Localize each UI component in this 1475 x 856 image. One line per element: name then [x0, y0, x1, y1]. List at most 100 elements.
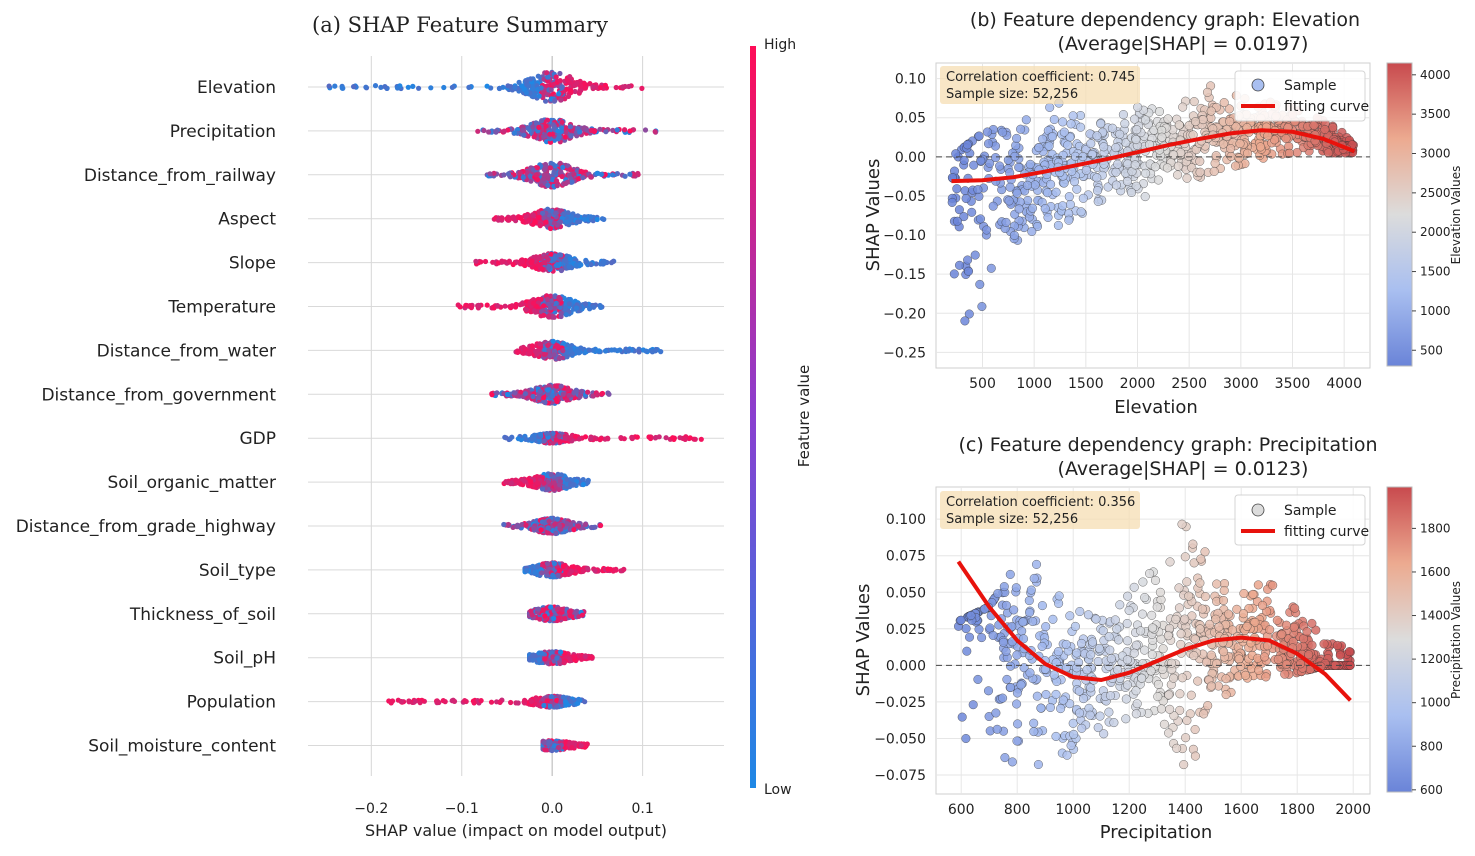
- panel-a-point: [546, 525, 551, 530]
- panel-a-point: [545, 183, 550, 188]
- panel-a-point: [526, 126, 531, 131]
- panel-a-point: [561, 392, 566, 397]
- panel-a-point: [568, 522, 573, 527]
- b-point: [1082, 166, 1091, 175]
- panel-a-point: [549, 694, 554, 699]
- panel-a-x-tick-label: 0.0: [541, 801, 563, 817]
- b-point: [1044, 213, 1053, 222]
- panel-a-point: [521, 127, 526, 132]
- panel-a-point: [485, 303, 490, 308]
- panel-a-point: [541, 703, 546, 708]
- b-point: [998, 128, 1007, 137]
- panel-a-point: [511, 214, 516, 219]
- panel-a-point: [627, 172, 632, 177]
- b-point: [963, 256, 972, 265]
- b-point: [1256, 143, 1265, 152]
- panel-a-feature-label: Distance_from_government: [41, 385, 276, 405]
- panel-a-point: [590, 84, 595, 89]
- b-point: [1065, 192, 1074, 201]
- panel-a-point: [650, 349, 655, 354]
- b-point: [1178, 103, 1187, 112]
- panel-a-point: [529, 436, 534, 441]
- panel-a-point: [515, 524, 520, 529]
- panel-a-point: [564, 219, 569, 224]
- b-point: [963, 141, 972, 150]
- b-point: [1050, 115, 1059, 124]
- panel-a-point: [487, 171, 492, 176]
- b-point: [1212, 151, 1221, 160]
- panel-a-point: [558, 650, 563, 655]
- panel-a-x-tick-label: 0.1: [631, 801, 653, 817]
- panel-a-feature-label: Soil_organic_matter: [107, 473, 276, 493]
- panel-a-point: [588, 655, 593, 660]
- b-point: [1028, 227, 1037, 236]
- panel-a-point: [543, 164, 548, 169]
- panel-a-point: [560, 84, 565, 89]
- panel-a-feature-label: Soil_type: [199, 561, 276, 581]
- panel-a-point: [558, 439, 563, 444]
- panel-a-point: [489, 392, 494, 397]
- panel-a-point: [558, 78, 563, 83]
- panel-a-point: [551, 122, 556, 127]
- panel-a-point: [382, 84, 387, 89]
- panel-a-point: [542, 172, 547, 177]
- panel-a-point: [532, 570, 537, 575]
- panel-a-point: [351, 84, 356, 89]
- panel-a-point: [541, 481, 546, 486]
- panel-a-point: [558, 699, 563, 704]
- panel-a-point: [521, 133, 526, 138]
- panel-a-point: [481, 128, 486, 133]
- panel-a-point: [551, 170, 556, 175]
- panel-a-point: [583, 522, 588, 527]
- panel-a-point: [550, 573, 555, 578]
- panel-a-point: [563, 305, 568, 310]
- panel-a-point: [516, 700, 521, 705]
- panel-a-point: [340, 86, 345, 91]
- panel-a-point: [557, 434, 562, 439]
- panel-a-point: [435, 699, 440, 704]
- panel-a-point: [519, 216, 524, 221]
- panel-a-point: [615, 127, 620, 132]
- panel-a-point: [622, 127, 627, 132]
- panel-a-point: [588, 214, 593, 219]
- b-point: [1293, 148, 1302, 157]
- panel-a-point: [565, 78, 570, 83]
- panel-a-point: [562, 616, 567, 621]
- panel-a-point: [539, 570, 544, 575]
- panel-a-point: [598, 305, 603, 310]
- panel-a-point: [559, 120, 564, 125]
- panel-a-feature-label: Distance_from_water: [97, 341, 276, 361]
- panel-a-point: [585, 390, 590, 395]
- b-point: [1151, 163, 1160, 172]
- panel-a-rows: ElevationPrecipitationDistance_from_rail…: [16, 78, 724, 757]
- panel-a-point: [546, 265, 551, 270]
- panel-a-point: [522, 698, 527, 703]
- panel-a-point: [513, 478, 518, 483]
- panel-a-point: [407, 699, 412, 704]
- panel-a-point: [564, 397, 569, 402]
- panel-a-point: [530, 343, 535, 348]
- panel-a-point: [569, 745, 574, 750]
- b-point: [1141, 192, 1150, 201]
- panel-a-point: [556, 295, 561, 300]
- b-point: [955, 261, 964, 270]
- panel-a-point: [561, 564, 566, 569]
- panel-a-point: [497, 86, 502, 91]
- panel-a-point: [545, 530, 550, 535]
- b-point: [1077, 208, 1086, 217]
- panel-a-point: [547, 354, 552, 359]
- panel-a-point: [587, 348, 592, 353]
- panel-a-point: [542, 260, 547, 265]
- panel-a-point: [570, 483, 575, 488]
- panel-a-point: [535, 481, 540, 486]
- panel-a-point: [565, 180, 570, 185]
- panel-a-point: [524, 568, 529, 573]
- panel-a-point: [536, 255, 541, 260]
- panel-a-point: [563, 436, 568, 441]
- panel-a-point: [569, 569, 574, 574]
- panel-a-feature-label: Population: [187, 693, 276, 713]
- panel-a-point: [538, 223, 543, 228]
- panel-a-colorbar-high: High: [764, 37, 796, 53]
- panel-a-feature-label: Thickness_of_soil: [129, 605, 276, 625]
